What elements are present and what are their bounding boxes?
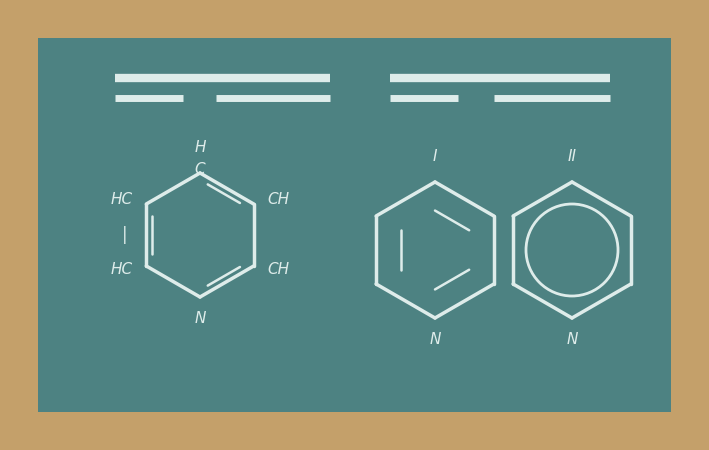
Text: H: H	[194, 140, 206, 155]
Text: I: I	[432, 149, 437, 164]
Text: N: N	[566, 332, 578, 347]
Text: C: C	[195, 162, 206, 176]
Text: |: |	[121, 226, 127, 244]
Text: II: II	[567, 149, 576, 164]
Text: HC: HC	[110, 262, 133, 278]
Text: CH: CH	[268, 262, 290, 278]
Text: CH: CH	[268, 193, 290, 207]
Text: HC: HC	[110, 193, 133, 207]
Text: N: N	[430, 332, 441, 347]
Polygon shape	[38, 38, 671, 412]
Text: N: N	[194, 311, 206, 326]
